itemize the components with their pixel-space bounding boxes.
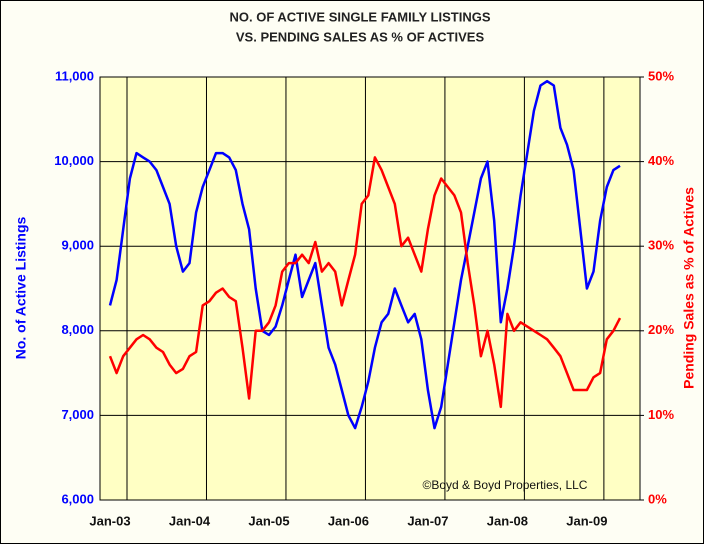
y-tick-label: 9,000 [61,238,94,253]
x-tick-label: Jan-07 [407,513,448,528]
y2-tick-label: 30% [648,238,674,253]
x-tick-label: Jan-05 [248,513,289,528]
y2-tick-label: 50% [648,68,674,83]
series-line [108,79,621,430]
y2-tick-label: 20% [648,322,674,337]
x-tick-label: Jan-03 [89,513,130,528]
y-tick-label: 11,000 [55,68,94,83]
x-tick-label: Jan-04 [169,513,211,528]
y-axis-title: No. of Active Listings [13,216,29,359]
series-line [108,156,622,409]
y-tick-label: 7,000 [61,407,94,422]
y-tick-label: 10,000 [54,153,94,168]
y2-tick-label: 40% [648,153,674,168]
y2-axis-title: Pending Sales as % of Actives [681,187,697,389]
y-tick-label: 6,000 [61,491,94,506]
chart-subtitle: VS. PENDING SALES AS % OF ACTIVES [236,29,485,44]
y2-tick-label: 0% [648,491,667,506]
x-tick-label: Jan-06 [328,513,369,528]
y-tick-label: 8,000 [61,322,94,337]
plot-area [99,76,641,501]
y2-tick-label: 10% [648,407,674,422]
x-tick-label: Jan-08 [487,513,528,528]
annotation: ©Boyd & Boyd Properties, LLC [423,478,588,492]
x-tick-label: Jan-09 [566,513,607,528]
chart-title: NO. OF ACTIVE SINGLE FAMILY LISTINGS [230,9,491,24]
